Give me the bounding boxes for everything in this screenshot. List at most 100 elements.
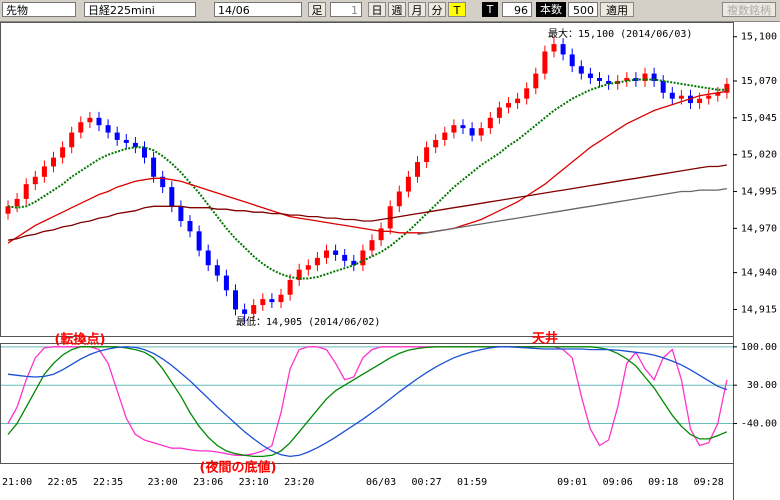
candle-body: [615, 80, 621, 84]
candle-body: [724, 83, 730, 93]
candle-body: [78, 122, 84, 133]
candle-body: [469, 128, 475, 136]
candle-body: [351, 260, 357, 266]
candle-body: [187, 221, 193, 232]
candle-body: [51, 157, 56, 167]
candle-body: [160, 176, 166, 188]
candle-body: [524, 88, 530, 99]
candle-body: [196, 231, 202, 251]
week-button[interactable]: 週: [388, 2, 406, 17]
candle-body: [41, 166, 47, 177]
candle-body: [260, 299, 266, 306]
candle-body: [5, 206, 11, 214]
x-tick-label: 09:01: [557, 477, 587, 488]
x-tick-label: 23:10: [239, 477, 269, 488]
candle-body: [242, 309, 248, 314]
apply-button[interactable]: 適用: [600, 2, 634, 17]
candle-body: [205, 250, 211, 266]
symbol-select[interactable]: 日経225mini: [84, 2, 196, 17]
y-tick-label: -40.00: [741, 419, 777, 430]
candle-body: [14, 198, 20, 207]
y-tick-label: 14,970: [741, 223, 777, 234]
count-label: 本数: [536, 2, 566, 17]
candle-body: [433, 139, 439, 148]
x-tick-label: 23:06: [193, 477, 223, 488]
chart: 15,100 15,070 15,045 15,020 14,995 14,970 14,9…: [0, 22, 777, 500]
candle-body: [223, 275, 229, 291]
candle-body: [69, 132, 75, 148]
candle-body: [114, 132, 120, 140]
candle-body: [269, 299, 275, 303]
panel-frame: [0, 343, 734, 464]
candle-body: [697, 98, 703, 104]
candle-body: [706, 95, 712, 99]
candle-body: [169, 187, 175, 207]
minute-button[interactable]: 分: [428, 2, 446, 17]
candle-body: [132, 142, 138, 148]
max-count-input[interactable]: 500: [568, 2, 598, 17]
candle-body: [405, 176, 411, 192]
series-line: [7, 90, 728, 244]
candle-body: [396, 191, 402, 207]
x-tick-label: 23:00: [148, 477, 178, 488]
candle-body: [688, 95, 693, 104]
candle-body: [378, 228, 384, 241]
annotation: 最大：15,100 (2014/06/03): [548, 27, 692, 40]
series-line: [7, 346, 728, 458]
candle-body: [515, 98, 521, 104]
bar-button[interactable]: 足: [308, 2, 326, 17]
candle-body: [660, 80, 666, 93]
series-line: [417, 187, 728, 235]
series-line: [7, 346, 728, 456]
y-tick-label: 100.00: [741, 342, 777, 353]
count-input[interactable]: 96: [502, 2, 532, 17]
candle-body: [578, 66, 584, 74]
candle-body: [451, 125, 457, 133]
candle-body: [678, 95, 684, 99]
candle-body: [560, 44, 566, 55]
candle-body: [305, 265, 311, 270]
x-tick-label: 09:06: [603, 477, 633, 488]
annotation: (夜間の底値): [200, 460, 277, 476]
candle-body: [442, 132, 448, 140]
candle-body: [460, 125, 466, 129]
candle-body: [478, 128, 484, 136]
candle-body: [387, 206, 393, 229]
candle-body: [496, 107, 502, 118]
x-tick-label: 09:18: [648, 477, 678, 488]
candle-body: [415, 162, 420, 177]
y-tick-label: 14,995: [741, 187, 777, 198]
month-select[interactable]: 14/06: [214, 2, 302, 17]
candle-body: [60, 147, 66, 158]
candle-body: [597, 78, 602, 81]
day-button[interactable]: 日: [368, 2, 386, 17]
x-tick-label: 09:28: [694, 477, 724, 488]
candle-body: [178, 206, 184, 222]
candle-body: [96, 117, 102, 126]
candle-body: [296, 269, 302, 280]
candle-body: [333, 250, 339, 255]
candle-body: [287, 279, 293, 295]
panel-frame: [0, 22, 734, 337]
x-tick-label: 22:35: [93, 477, 123, 488]
candle-body: [487, 117, 493, 129]
annotation: 天井: [532, 331, 558, 347]
t-label: T: [482, 2, 498, 17]
month-button[interactable]: 月: [408, 2, 426, 17]
product-select[interactable]: 先物: [2, 2, 76, 17]
candle-body: [606, 80, 612, 84]
tick-button[interactable]: T: [448, 2, 466, 17]
candle-body: [32, 176, 38, 185]
candle-body: [251, 305, 257, 314]
candle-body: [314, 257, 320, 266]
x-tick-label: 21:00: [2, 477, 32, 488]
y-tick-label: 15,045: [741, 113, 777, 124]
candle-body: [342, 254, 348, 261]
candle-body: [87, 117, 93, 123]
candle-body: [105, 125, 111, 133]
candle-body: [424, 147, 430, 163]
candle-body: [123, 139, 129, 143]
candle-body: [151, 157, 157, 177]
multi-button[interactable]: 複数銘柄: [722, 2, 776, 17]
bar-count[interactable]: 1: [330, 2, 362, 17]
